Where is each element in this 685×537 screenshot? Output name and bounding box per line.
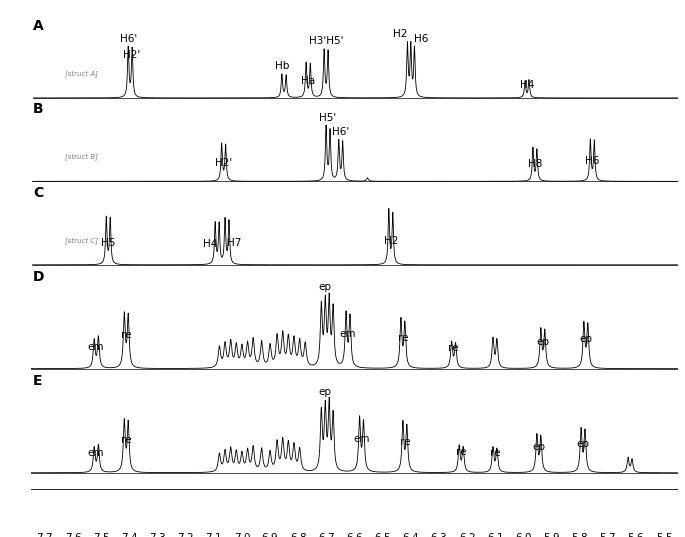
Text: H2: H2 <box>393 29 408 39</box>
Text: D: D <box>33 270 45 284</box>
Text: ep: ep <box>536 337 549 347</box>
Text: re: re <box>398 333 408 343</box>
Text: [struct B]: [struct B] <box>65 154 98 160</box>
Text: H3'H5': H3'H5' <box>309 36 343 46</box>
Text: H4: H4 <box>520 80 534 90</box>
Text: em: em <box>88 448 104 458</box>
Text: H5: H5 <box>101 238 115 248</box>
Text: ep: ep <box>577 439 590 449</box>
Text: em: em <box>340 329 356 339</box>
Text: H6': H6' <box>120 33 137 43</box>
Text: [struct C]: [struct C] <box>65 237 98 244</box>
Text: B: B <box>33 102 43 116</box>
Text: ep: ep <box>580 334 593 344</box>
Text: H4: H4 <box>203 239 217 249</box>
Text: ep: ep <box>532 442 545 452</box>
Text: C: C <box>33 186 43 200</box>
Text: [struct A]: [struct A] <box>65 70 98 77</box>
Text: H5': H5' <box>319 113 336 122</box>
Text: re: re <box>448 343 459 353</box>
Text: H6': H6' <box>332 127 349 137</box>
Text: ep: ep <box>319 387 332 397</box>
Text: re: re <box>399 437 410 447</box>
Text: A: A <box>33 19 44 33</box>
Bar <box>0 185 31 266</box>
Text: H6: H6 <box>585 156 599 166</box>
Text: re: re <box>490 448 500 458</box>
Bar <box>0 50 32 99</box>
Text: H2': H2' <box>123 50 140 60</box>
Text: re: re <box>456 447 466 457</box>
Text: H2': H2' <box>215 158 232 168</box>
Text: E: E <box>33 374 42 388</box>
Text: ep: ep <box>319 282 332 292</box>
Text: H6: H6 <box>414 33 429 43</box>
Text: H2: H2 <box>384 236 398 246</box>
Text: Hb: Hb <box>275 61 289 71</box>
Text: H8: H8 <box>527 159 542 169</box>
Text: Ha: Ha <box>301 76 315 86</box>
Text: re: re <box>121 435 132 445</box>
Text: em: em <box>353 434 370 444</box>
Text: em: em <box>88 343 104 352</box>
Text: H7: H7 <box>227 238 241 248</box>
Text: re: re <box>121 330 132 340</box>
Bar <box>0 18 31 99</box>
Bar <box>0 101 31 183</box>
